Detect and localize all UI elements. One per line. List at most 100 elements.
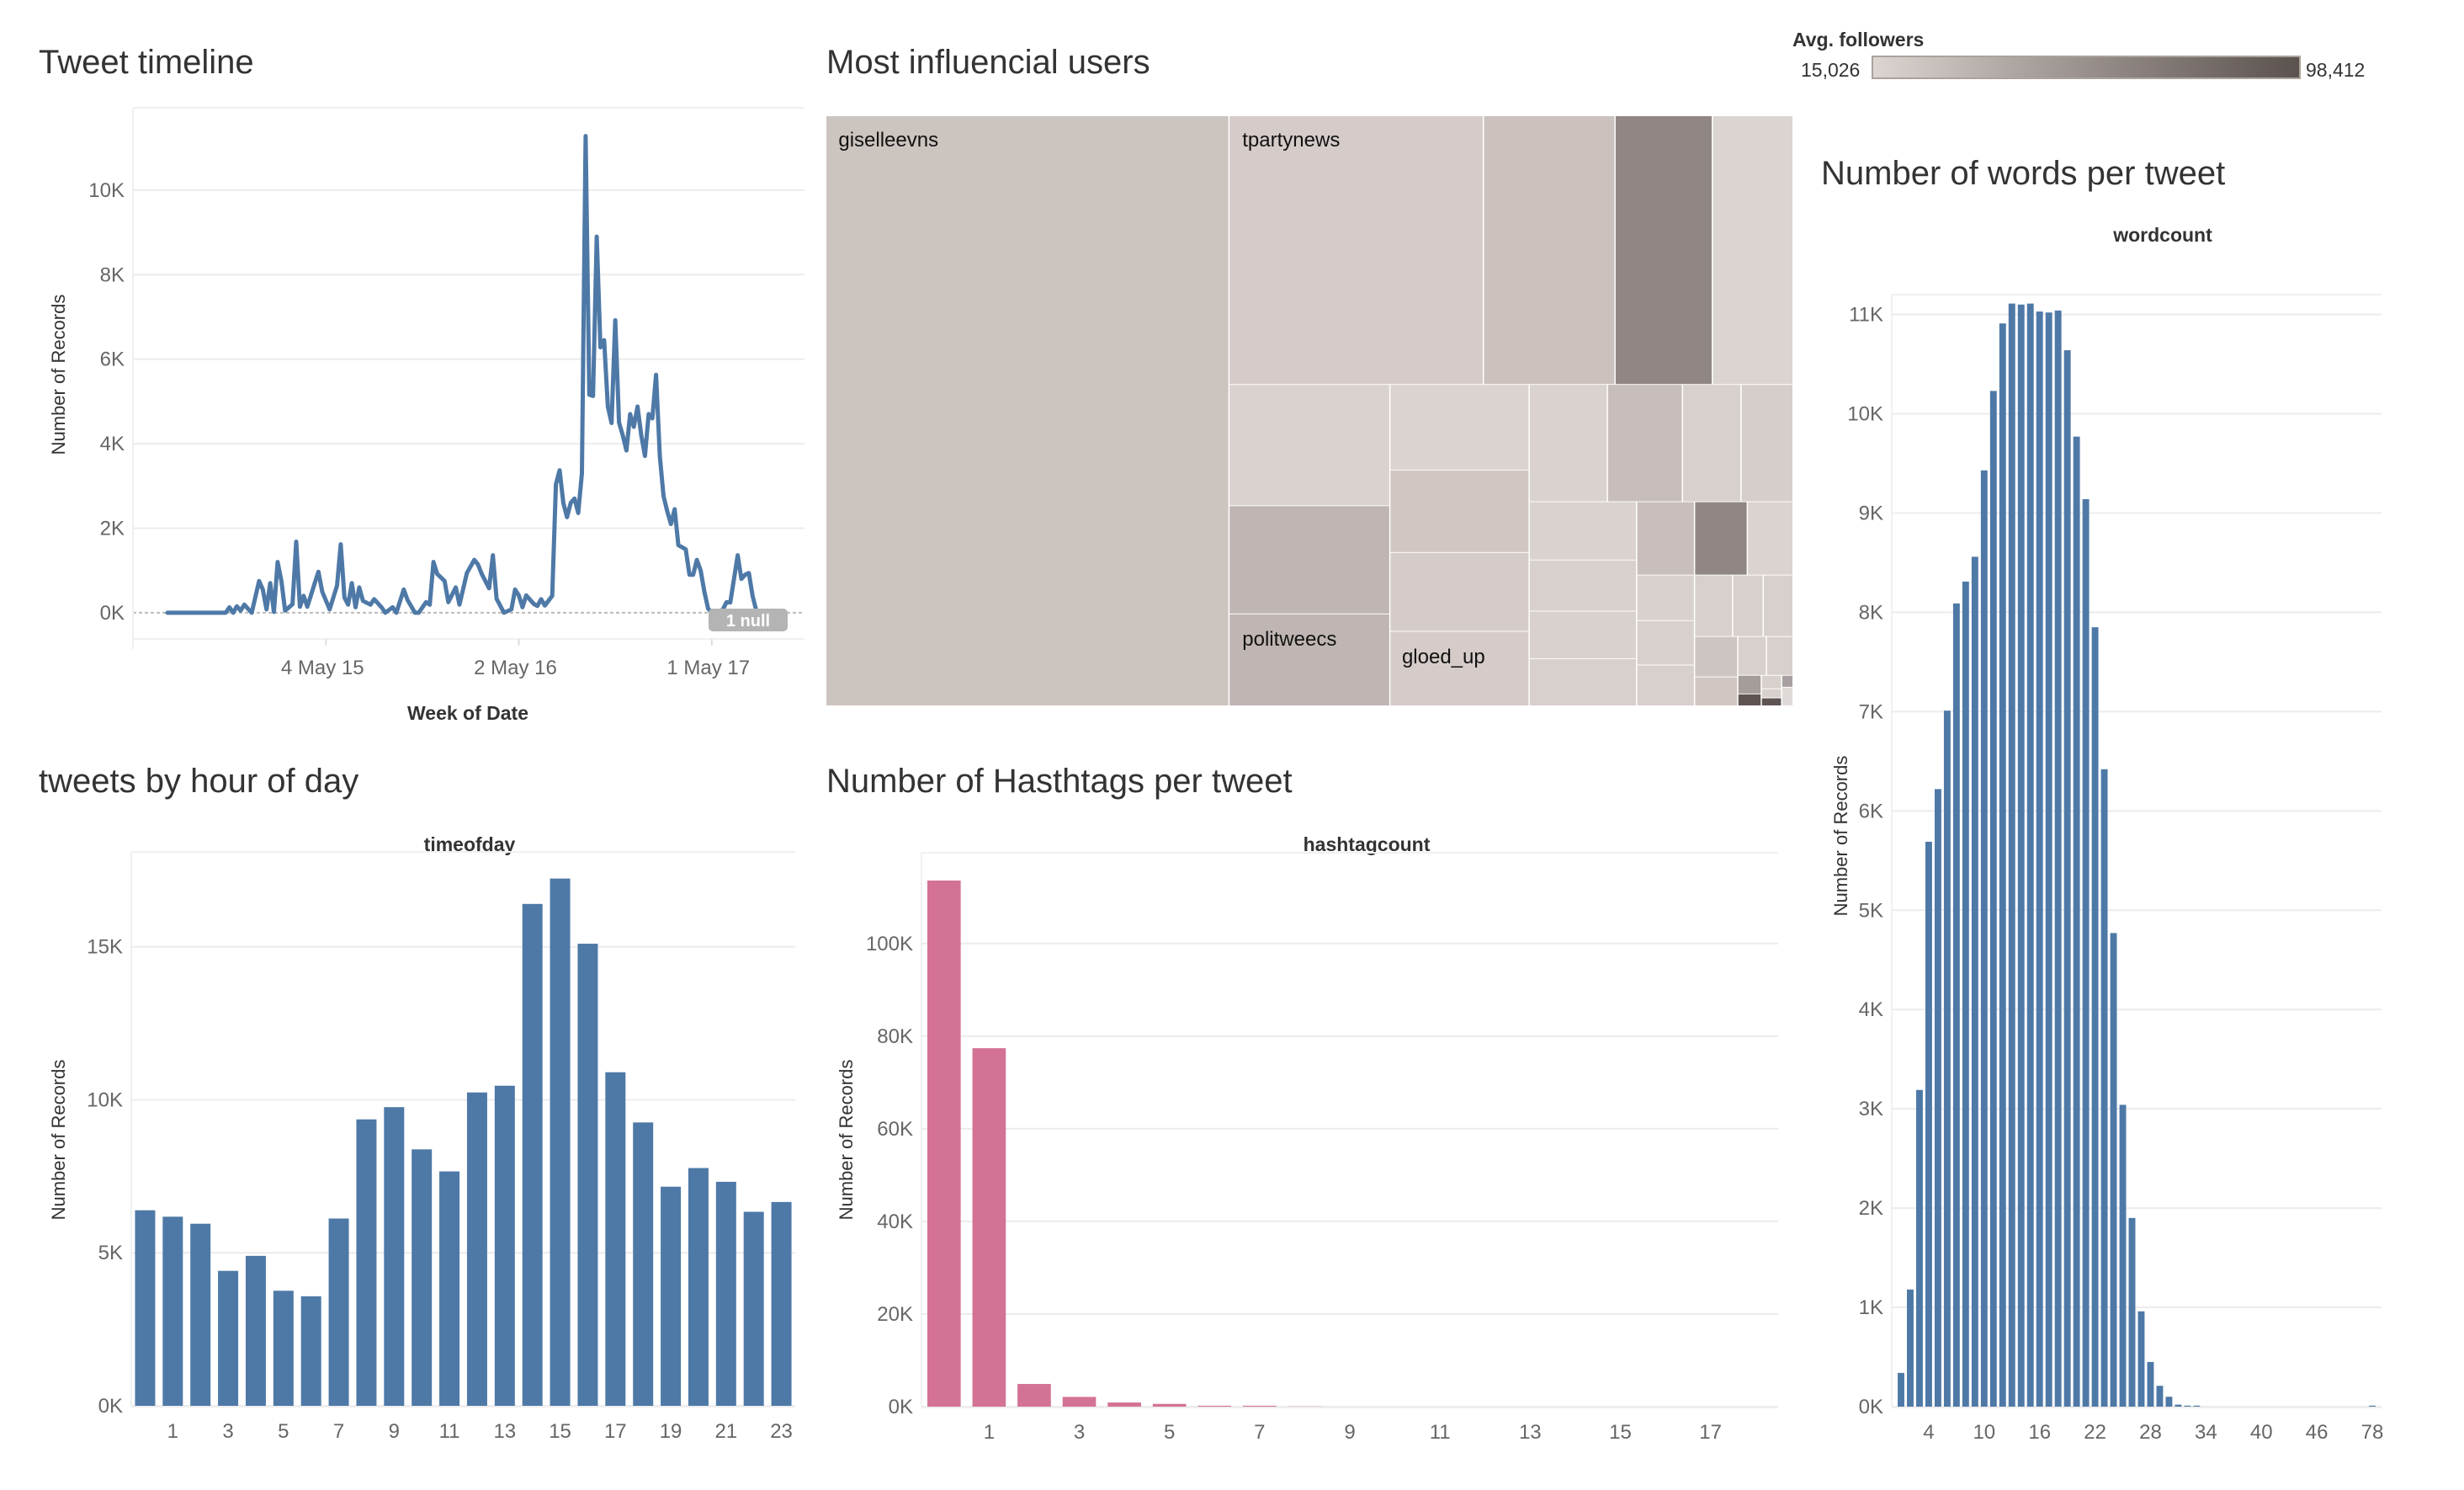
timeline-point[interactable]: [273, 610, 276, 614]
hashtag-bar[interactable]: [1197, 1405, 1232, 1407]
wordcount-bar[interactable]: [2184, 1405, 2191, 1407]
hashtag-bar[interactable]: [1152, 1403, 1187, 1407]
timeline-point[interactable]: [643, 455, 646, 458]
wordcount-bar[interactable]: [2045, 312, 2052, 1407]
timeline-point[interactable]: [743, 573, 746, 577]
hour-bar[interactable]: [688, 1168, 709, 1406]
timeline-point[interactable]: [532, 602, 535, 605]
treemap-user-tile[interactable]: [1529, 385, 1607, 502]
timeline-point[interactable]: [751, 594, 754, 598]
treemap-user-tile[interactable]: [1529, 560, 1637, 611]
timeline-point[interactable]: [428, 603, 432, 606]
treemap-user-tile[interactable]: [1390, 631, 1529, 705]
timeline-point[interactable]: [624, 449, 628, 452]
hour-bar[interactable]: [633, 1122, 654, 1406]
treemap-user-tile[interactable]: [1637, 575, 1694, 620]
timeline-point[interactable]: [350, 582, 353, 585]
timeline-point[interactable]: [573, 497, 576, 500]
timeline-point[interactable]: [580, 471, 583, 475]
hour-bar[interactable]: [190, 1223, 211, 1406]
treemap-user-tile[interactable]: [1637, 665, 1694, 705]
treemap-user-tile[interactable]: [1229, 385, 1389, 506]
treemap-user-tile[interactable]: [1695, 502, 1747, 575]
timeline-point[interactable]: [558, 469, 561, 472]
timeline-point[interactable]: [279, 579, 283, 583]
timeline-point[interactable]: [305, 605, 309, 609]
timeline-point[interactable]: [335, 584, 338, 588]
timeline-point[interactable]: [599, 346, 603, 349]
timeline-point[interactable]: [647, 412, 651, 416]
wordcount-bar[interactable]: [2054, 310, 2062, 1407]
timeline-point[interactable]: [491, 554, 495, 557]
wordcount-bar[interactable]: [2036, 311, 2043, 1407]
treemap-user-tile[interactable]: [1761, 689, 1782, 698]
timeline-point[interactable]: [592, 394, 595, 397]
timeline-point[interactable]: [732, 577, 735, 581]
treemap-user-tile[interactable]: [1229, 116, 1483, 385]
timeline-point[interactable]: [684, 548, 688, 551]
timeline-point[interactable]: [373, 598, 376, 601]
treemap-user-tile[interactable]: [1738, 636, 1766, 675]
timeline-point[interactable]: [502, 611, 506, 615]
treemap-user-tile[interactable]: [1761, 675, 1782, 689]
hour-bar[interactable]: [439, 1171, 460, 1406]
hour-bar[interactable]: [245, 1255, 266, 1406]
treemap-user-tile[interactable]: [1529, 502, 1637, 560]
timeline-point[interactable]: [328, 608, 332, 611]
timeline-point[interactable]: [584, 135, 587, 138]
treemap-user-tile[interactable]: [1748, 502, 1792, 575]
timeline-point[interactable]: [536, 604, 539, 608]
timeline-point[interactable]: [550, 594, 554, 598]
wordcount-bar[interactable]: [2175, 1404, 2182, 1407]
hashtag-bar[interactable]: [1243, 1405, 1277, 1407]
treemap-user-tile[interactable]: [1229, 506, 1389, 614]
wordcount-bar[interactable]: [2193, 1405, 2201, 1407]
timeline-point[interactable]: [561, 501, 565, 504]
wordcount-bar[interactable]: [1952, 603, 1960, 1407]
timeline-line[interactable]: [166, 134, 783, 615]
treemap-user-tile[interactable]: [1763, 575, 1792, 636]
hour-bar[interactable]: [771, 1201, 792, 1406]
timeline-point[interactable]: [495, 597, 498, 600]
timeline-point[interactable]: [250, 611, 253, 615]
timeline-point[interactable]: [603, 338, 606, 342]
treemap-user-tile[interactable]: [1607, 385, 1682, 502]
hour-bar[interactable]: [715, 1181, 736, 1406]
timeline-point[interactable]: [681, 545, 684, 549]
color-legend-gradient[interactable]: [1872, 56, 2301, 79]
timeline-point[interactable]: [295, 540, 298, 544]
treemap-user-tile[interactable]: [1741, 385, 1792, 502]
timeline-point[interactable]: [539, 598, 543, 601]
timeline-point[interactable]: [391, 605, 395, 609]
timeline-point[interactable]: [692, 573, 695, 577]
wordcount-bar[interactable]: [1934, 789, 1941, 1407]
timeline-point[interactable]: [454, 586, 458, 589]
hour-bar[interactable]: [661, 1186, 682, 1406]
timeline-point[interactable]: [487, 587, 491, 590]
timeline-point[interactable]: [677, 544, 680, 547]
timeline-point[interactable]: [432, 561, 435, 564]
timeline-point[interactable]: [380, 605, 383, 609]
wordcount-bar[interactable]: [2156, 1386, 2164, 1407]
wordcount-bar[interactable]: [1980, 470, 1988, 1408]
wordcount-bar[interactable]: [2119, 1104, 2127, 1407]
hour-bar[interactable]: [356, 1119, 377, 1406]
wordcount-bar[interactable]: [1898, 1372, 1904, 1407]
wordcount-bar[interactable]: [2165, 1397, 2173, 1407]
wordcount-bar[interactable]: [2073, 436, 2080, 1408]
timeline-point[interactable]: [443, 579, 446, 583]
timeline-point[interactable]: [587, 393, 591, 396]
timeline-point[interactable]: [747, 572, 751, 575]
timeline-point[interactable]: [669, 522, 672, 525]
timeline-point[interactable]: [640, 434, 643, 437]
timeline-point[interactable]: [235, 604, 238, 608]
wordcount-bar[interactable]: [2369, 1405, 2376, 1407]
timeline-point[interactable]: [258, 579, 261, 583]
wordcount-bar[interactable]: [2110, 933, 2117, 1407]
wordcount-bar[interactable]: [1925, 841, 1932, 1407]
hashtag-bar[interactable]: [1107, 1402, 1141, 1407]
timeline-point[interactable]: [618, 421, 621, 424]
timeline-point[interactable]: [384, 611, 387, 615]
timeline-point[interactable]: [658, 455, 661, 458]
timeline-point[interactable]: [569, 501, 572, 504]
